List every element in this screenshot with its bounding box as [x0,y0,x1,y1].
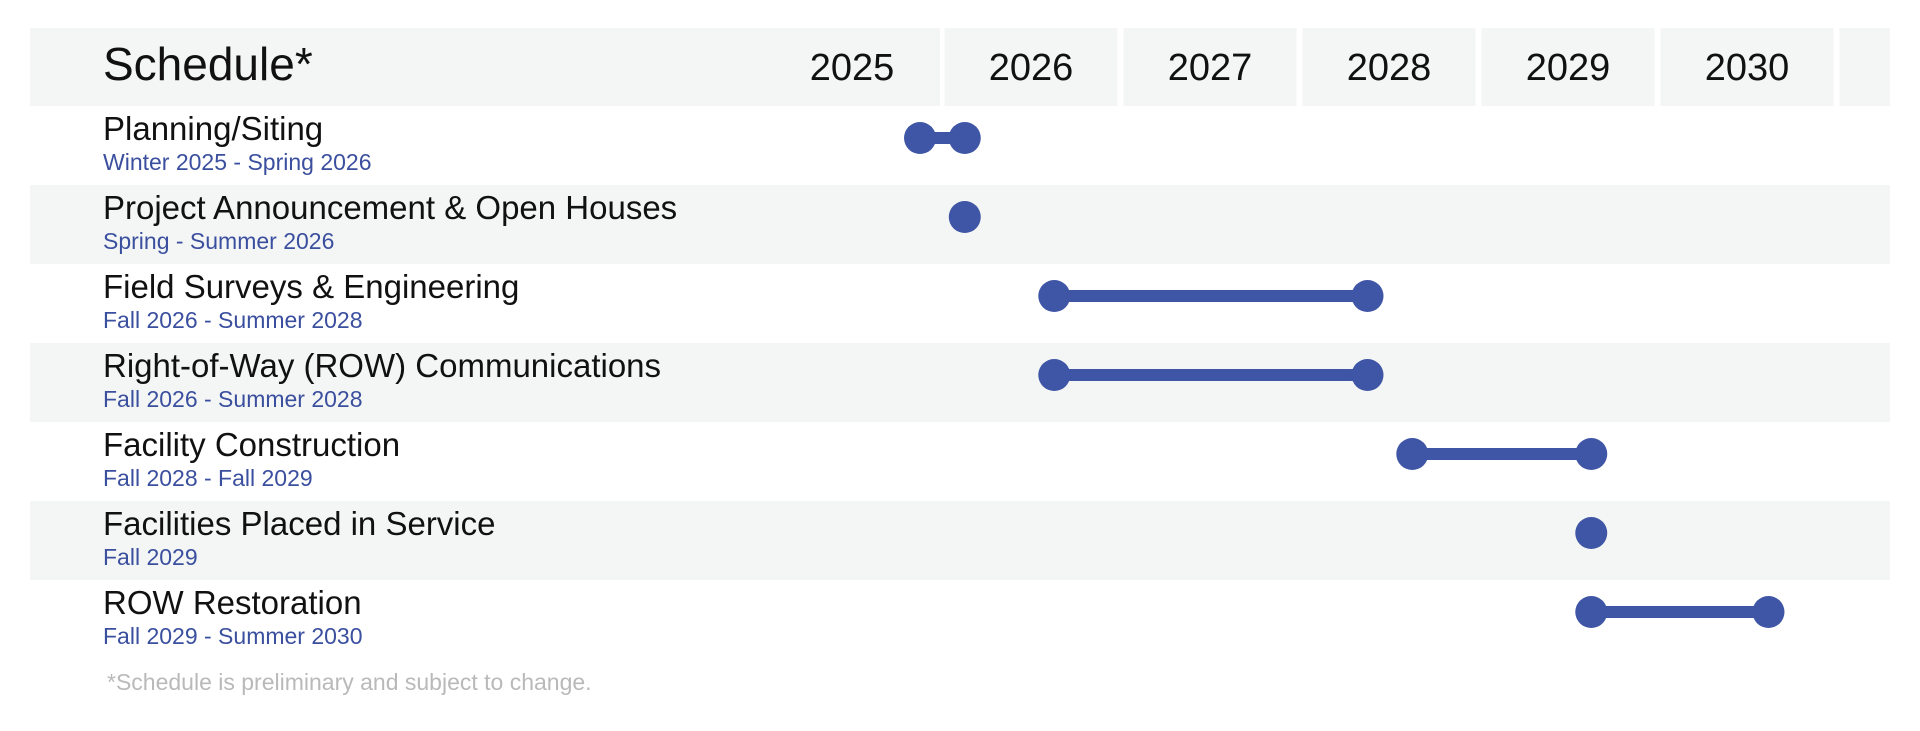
task-start-marker [1575,596,1608,628]
task-end-marker [1575,438,1608,470]
header-title-cell [30,28,940,106]
task-dates: Winter 2025 - Spring 2026 [103,149,372,175]
task-dates: Fall 2028 - Fall 2029 [103,465,313,491]
year-header-cell [1302,28,1476,106]
row-band [30,343,1890,422]
year-label: 2028 [1347,47,1432,89]
task-start-marker [1038,280,1071,312]
task-name: ROW Restoration [103,584,362,621]
task-start-marker [904,122,937,154]
task-name: Facilities Placed in Service [103,505,496,542]
chart-title: Schedule* [103,38,313,90]
task-milestone-marker [1575,517,1608,549]
task-dates: Fall 2029 - Summer 2030 [103,623,363,649]
task-start-marker [1038,359,1071,391]
task-dates: Fall 2029 [103,544,198,570]
task-end-marker [1351,359,1384,391]
chart-header: Schedule* [30,28,940,106]
task-end-marker [948,122,981,154]
task-milestone-marker [948,201,981,233]
year-header-cell-trailing [1839,28,1890,106]
year-header-cell [1481,28,1655,106]
footnote: *Schedule is preliminary and subject to … [107,669,592,695]
year-label: 2030 [1705,47,1790,89]
year-header-cell [944,28,1118,106]
year-label: 2026 [989,47,1074,89]
task-start-marker [1396,438,1429,470]
year-header-cell [1660,28,1834,106]
task-end-marker [1752,596,1785,628]
task-name: Planning/Siting [103,110,323,147]
task-name: Right-of-Way (ROW) Communications [103,347,661,384]
task-end-marker [1351,280,1384,312]
year-label: 2025 [810,47,895,89]
task-name: Project Announcement & Open Houses [103,189,677,226]
year-label: 2027 [1168,47,1253,89]
year-header-cell [1123,28,1297,106]
timeline-bars [904,122,1785,628]
task-dates: Fall 2026 - Summer 2028 [103,386,363,412]
year-columns: 2025 2026 2027 2028 2029 2030 [810,28,1890,106]
task-name: Facility Construction [103,426,400,463]
task-dates: Fall 2026 - Summer 2028 [103,307,363,333]
task-name: Field Surveys & Engineering [103,268,519,305]
task-dates: Spring - Summer 2026 [103,228,334,254]
year-label: 2029 [1526,47,1611,89]
